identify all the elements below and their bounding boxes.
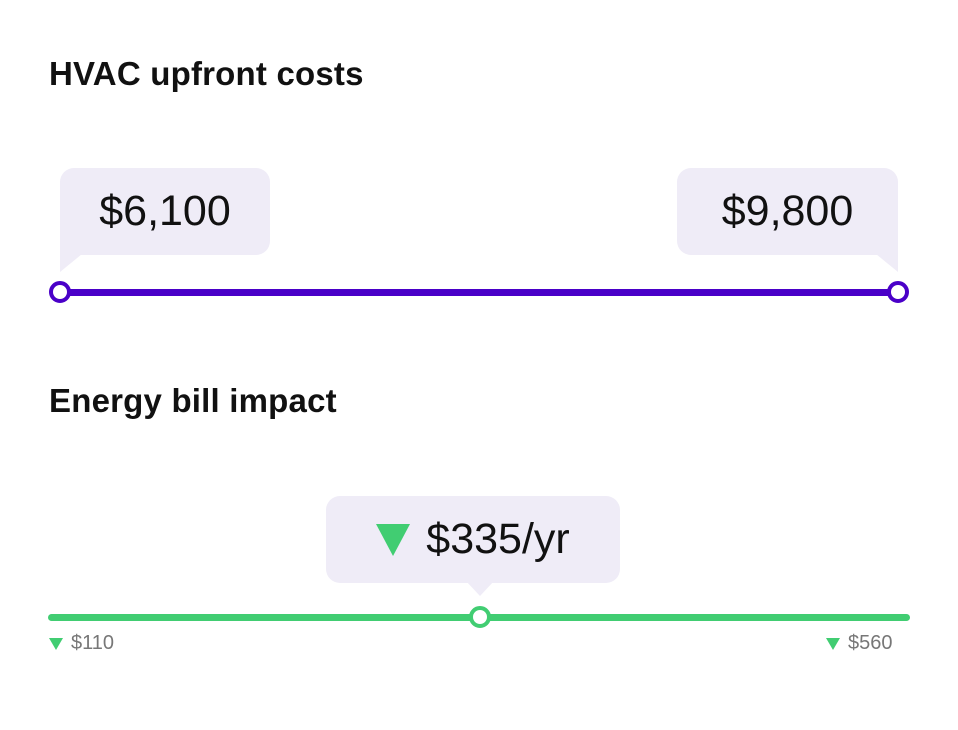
max-value-bubble: $9,800 bbox=[677, 168, 898, 255]
energy-handle[interactable] bbox=[469, 606, 491, 628]
max-handle[interactable] bbox=[887, 281, 909, 303]
min-value-bubble: $6,100 bbox=[60, 168, 270, 255]
current-value: $335/yr bbox=[426, 515, 570, 563]
bubble-tail bbox=[60, 254, 82, 272]
triangle-down-icon bbox=[376, 523, 411, 556]
min-label: $110 bbox=[49, 632, 114, 655]
triangle-down-icon bbox=[826, 637, 840, 650]
min-label-text: $110 bbox=[71, 632, 115, 654]
max-value: $9,800 bbox=[721, 187, 854, 235]
energy-title: Energy bill impact bbox=[49, 382, 337, 419]
upfront-title: HVAC upfront costs bbox=[49, 55, 364, 92]
triangle-down-icon bbox=[49, 637, 63, 650]
max-label-text: $560 bbox=[848, 632, 893, 654]
bubble-tail bbox=[876, 254, 898, 272]
upfront-track[interactable] bbox=[60, 289, 898, 296]
current-value-bubble: $335/yr bbox=[326, 496, 620, 583]
min-value: $6,100 bbox=[99, 187, 231, 235]
min-handle[interactable] bbox=[49, 281, 71, 303]
bubble-tail bbox=[466, 581, 494, 596]
max-label: $560 bbox=[826, 632, 893, 655]
